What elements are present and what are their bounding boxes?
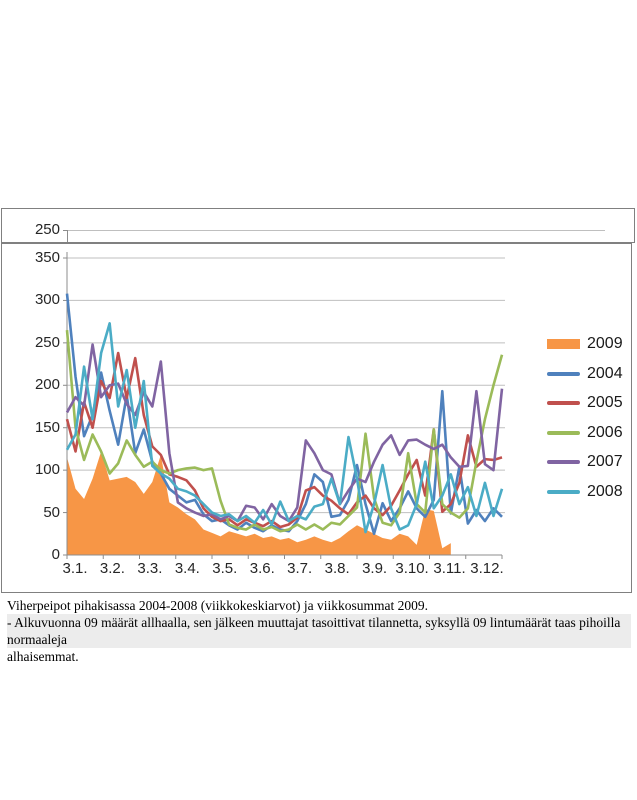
x-axis-label-35: 3.5. [212,560,238,577]
legend-label-2007: 2007 [587,453,623,470]
legend-item-2008: 2008 [547,482,631,502]
chart-caption: Viherpeipot pihakisassa 2004-2008 (viikk… [7,597,631,665]
top-chart-gridline [67,230,605,231]
y-axis-label-50: 50 [43,503,60,521]
legend-item-2004: 2004 [547,364,631,384]
legend-label-2005: 2005 [587,394,623,411]
chart-plot [63,252,505,559]
y-axis-label-350: 350 [34,249,60,266]
x-axis-label-34: 3.4. [174,560,200,577]
x-axis-label-39: 3.9. [362,560,388,577]
legend-swatch-2007 [547,460,580,464]
legend-label-2006: 2006 [587,423,623,441]
legend-swatch-2005 [547,401,580,405]
legend-swatch-2008 [547,489,580,494]
legend-item-2006: 2006 [547,423,631,443]
top-chart-y-tick-label: 250 [34,221,60,238]
top-chart-partial-frame: 250 [1,208,635,243]
y-axis-label-0: 0 [51,546,60,563]
legend-swatch-2009 [547,339,580,349]
legend-swatch-2004 [547,371,580,376]
legend-item-2007: 2007 [547,452,631,472]
y-axis-label-300: 300 [34,291,60,309]
y-axis-label-150: 150 [34,418,60,436]
y-axis-label-200: 200 [34,376,60,394]
legend-label-2009: 2009 [587,335,623,352]
legend-item-2009: 2009 [547,334,631,354]
x-axis-label-310: 3.10. [395,560,429,577]
caption-line-1: Viherpeipot pihakisassa 2004-2008 (viikk… [7,598,428,613]
chart-frame: 350 300 250 200 150 100 50 0 3.1. 3.2. 3.3. 3.4. 3.… [1,243,632,593]
legend-swatch-2006 [547,430,580,435]
caption-line-2: - Alkuvuonna 09 määrät allhaalla, sen jä… [7,614,631,648]
x-axis-label-37: 3.7. [287,560,313,577]
series-line-2006 [65,330,504,533]
x-axis-label-36: 3.6. [249,560,275,577]
x-axis-label-312: 3.12. [470,560,504,577]
legend-item-2005: 2005 [547,393,631,413]
y-axis-label-250: 250 [34,333,60,351]
x-axis-label-31: 3.1. [62,560,88,577]
series-line-2008 [65,322,504,534]
caption-line-3: alhaisemmat. [7,649,79,664]
y-axis-label-100: 100 [34,461,60,479]
legend-label-2008: 2008 [587,482,623,500]
top-chart-y-tick [63,230,67,231]
x-axis-label-33: 3.3. [137,560,163,577]
x-axis-label-32: 3.2. [99,560,125,577]
x-axis-label-38: 3.8. [324,560,350,577]
legend-label-2004: 2004 [587,364,623,382]
x-axis-label-311: 3.11. [433,560,466,577]
top-chart-y-axis [67,230,68,242]
